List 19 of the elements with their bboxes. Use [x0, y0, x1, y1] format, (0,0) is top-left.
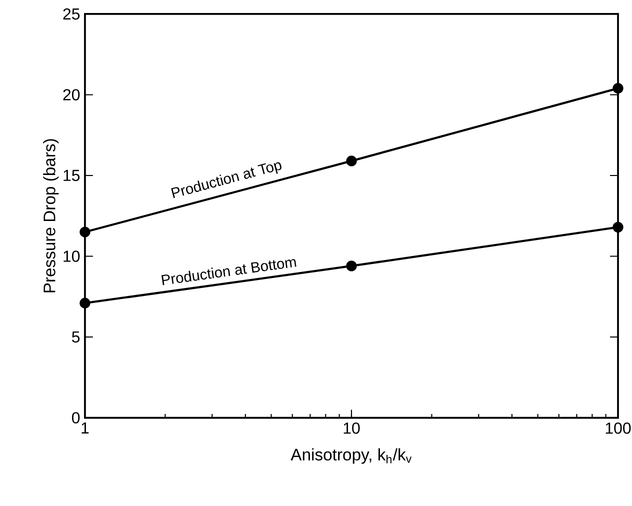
point: [612, 222, 624, 233]
text: Production at Top: [171, 162, 282, 198]
x-tick-label: 100: [606, 422, 631, 434]
y-tick-label: 10: [64, 250, 80, 262]
text: Production at Bottom: [162, 259, 296, 286]
y-tick-label: 25: [63, 8, 80, 20]
x-axis-title: Anisotropy, k$_{h}$/k$_{v}$: [290, 448, 412, 464]
point: [612, 83, 624, 94]
point: [80, 298, 90, 309]
y-tick-label: 15: [64, 170, 80, 182]
point: [80, 226, 90, 238]
y-tick-label: 5: [72, 332, 80, 343]
y-tick-label: 0: [72, 412, 80, 424]
x-tick-label: 10: [344, 422, 360, 434]
y-axis-title: Pressure Drop (bars): [43, 139, 59, 292]
point: [346, 156, 357, 166]
y-tick-label: 20: [63, 89, 80, 101]
x-tick-label: 1: [82, 422, 89, 434]
point: [346, 260, 357, 272]
